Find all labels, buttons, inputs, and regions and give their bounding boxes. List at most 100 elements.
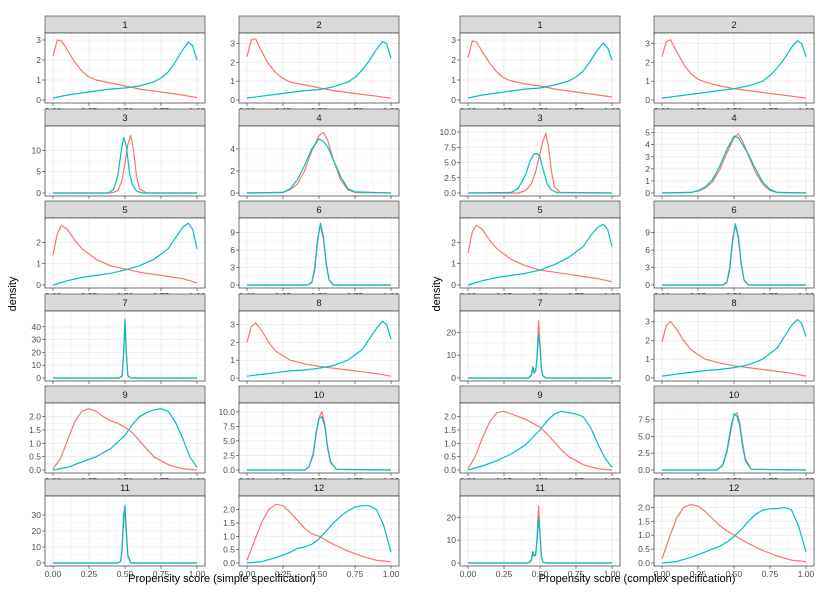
facet-label: 10 xyxy=(729,390,740,401)
panel-10: 100.02.55.07.510.00.000.250.500.751.00 xyxy=(218,385,400,486)
density-line-red xyxy=(468,132,613,194)
panel-9: 90.00.51.01.52.00.000.250.500.751.00 xyxy=(29,385,206,486)
panel-border xyxy=(238,32,400,104)
x-tick-label: 0.25 xyxy=(690,569,707,579)
y-tick-label: 2 xyxy=(230,57,235,67)
x-tick-label: 0.25 xyxy=(275,569,292,579)
facet-label: 9 xyxy=(537,390,542,401)
y-tick-label: 5.0 xyxy=(638,431,650,441)
y-tick-label: 0.0 xyxy=(29,465,41,475)
y-tick-label: 3 xyxy=(645,263,650,273)
y-tick-label: 0 xyxy=(645,188,650,198)
y-tick-label: 1.0 xyxy=(638,530,650,540)
y-tick-label: 20 xyxy=(32,347,42,357)
x-tick-label: 1.00 xyxy=(383,569,400,579)
y-tick-label: 10 xyxy=(447,350,457,360)
density-line-red xyxy=(661,320,807,377)
panel-1: 101230.000.250.500.751.00 xyxy=(451,15,621,116)
panel-border xyxy=(44,125,206,197)
y-tick-label: 1 xyxy=(645,354,650,364)
density-line-teal xyxy=(246,40,392,99)
figure-2: 101230.000.250.500.751.00201230.000.250.… xyxy=(431,15,815,585)
density-line-teal xyxy=(662,223,806,286)
y-tick-label: 10 xyxy=(32,360,42,370)
facet-label: 4 xyxy=(731,113,736,124)
facet-label: 2 xyxy=(316,20,321,31)
x-axis-title: Propensity score (simple specification) xyxy=(128,573,316,585)
panel-8: 801230.000.250.500.751.00 xyxy=(230,293,400,394)
y-tick-label: 0.0 xyxy=(444,465,456,475)
facet-label: 12 xyxy=(729,483,740,494)
density-line-teal xyxy=(53,319,197,379)
x-tick-label: 0.00 xyxy=(239,569,256,579)
y-tick-label: 2 xyxy=(451,55,456,65)
density-line-teal xyxy=(247,222,391,286)
density-line-red xyxy=(661,133,807,194)
panel-border xyxy=(459,32,621,104)
density-line-teal xyxy=(52,408,198,471)
y-tick-label: 9 xyxy=(645,228,650,238)
y-tick-label: 10.0 xyxy=(439,127,456,137)
facet-label: 4 xyxy=(316,113,321,124)
y-tick-label: 0 xyxy=(645,373,650,383)
density-line-red xyxy=(467,224,613,283)
x-tick-label: 0.75 xyxy=(762,569,779,579)
panel-11: 11 0 10 20 0.00 0.25 0.50 0.75 1.00 xyxy=(447,478,621,579)
density-line-red xyxy=(661,39,807,99)
y-tick-label: 0 xyxy=(36,95,41,105)
panel-7: 70102030400.000.250.500.751.00 xyxy=(32,293,206,394)
x-tick-label: 0.50 xyxy=(117,569,134,579)
panel-border xyxy=(653,32,815,104)
panel-border xyxy=(653,495,815,567)
facet-label: 3 xyxy=(122,113,127,124)
y-tick-label: 2 xyxy=(645,57,650,67)
density-line-teal xyxy=(247,415,392,471)
y-tick-label: 0 xyxy=(36,373,41,383)
y-tick-label: 5.0 xyxy=(444,158,456,168)
y-tick-label: 6 xyxy=(230,245,235,255)
facet-label: 8 xyxy=(731,298,736,309)
facet-label: 5 xyxy=(537,205,542,216)
y-tick-label: 0 xyxy=(451,373,456,383)
panel-4: 40123450.000.250.500.751.00 xyxy=(645,108,815,209)
y-tick-label: 1.0 xyxy=(444,438,456,448)
y-tick-label: 2 xyxy=(36,55,41,65)
density-line-teal xyxy=(467,42,613,99)
y-tick-label: 0 xyxy=(451,280,456,290)
panel-border xyxy=(238,402,400,474)
panel-border xyxy=(459,495,621,567)
panel-10: 100.02.55.07.50.000.250.500.751.00 xyxy=(638,385,815,486)
y-tick-label: 3 xyxy=(645,152,650,162)
density-line-red xyxy=(246,503,392,563)
y-tick-label: 2 xyxy=(451,237,456,247)
panel-border xyxy=(459,402,621,474)
density-line-teal xyxy=(52,41,198,99)
y-tick-label: 1.5 xyxy=(638,516,650,526)
density-line-red xyxy=(52,224,198,284)
y-tick-label: 0 xyxy=(451,558,456,568)
density-line-teal xyxy=(246,505,392,564)
facet-label: 8 xyxy=(316,298,321,309)
density-line-teal xyxy=(661,319,807,377)
y-tick-label: 30 xyxy=(32,335,42,345)
panel-6: 603690.000.250.500.751.00 xyxy=(230,200,400,301)
facet-label: 2 xyxy=(731,20,736,31)
y-tick-label: 0.0 xyxy=(638,465,650,475)
density-line-red xyxy=(246,131,392,194)
y-tick-label: 0.0 xyxy=(638,558,650,568)
y-tick-label: 0 xyxy=(451,95,456,105)
y-tick-label: 0.0 xyxy=(223,465,235,475)
y-axis-title: density xyxy=(7,276,19,311)
density-line-red xyxy=(52,408,198,471)
panel-2: 201230.000.250.500.751.00 xyxy=(230,15,400,116)
y-tick-label: 20 xyxy=(447,512,457,522)
y-tick-label: 1.0 xyxy=(223,531,235,541)
y-tick-label: 4 xyxy=(230,144,235,154)
density-line-teal xyxy=(246,320,392,377)
y-tick-label: 3 xyxy=(230,39,235,49)
density-line-teal xyxy=(467,223,613,286)
density-line-red xyxy=(246,322,392,377)
facet-label: 1 xyxy=(122,20,127,31)
y-tick-label: 1 xyxy=(230,76,235,86)
panel-5: 50120.000.250.500.751.00 xyxy=(36,200,206,301)
